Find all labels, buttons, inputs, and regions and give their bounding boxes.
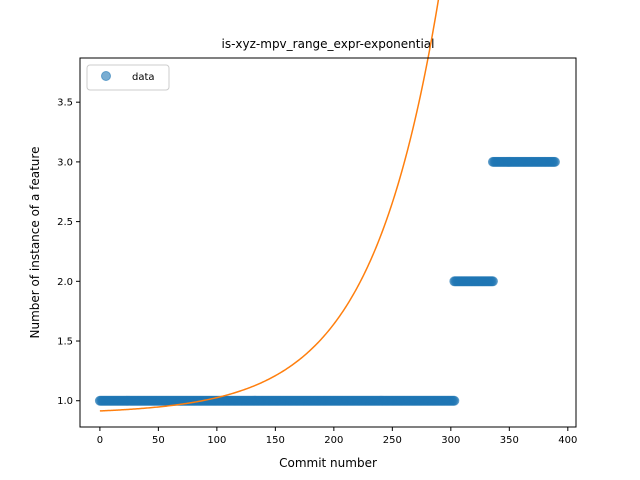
x-axis: 0 50 100 150 200 250 300 350 400	[97, 427, 577, 446]
y-tick-label: 2.5	[57, 217, 73, 228]
x-tick-label: 100	[207, 435, 226, 446]
y-tick-label: 1.0	[57, 396, 73, 407]
x-tick-label: 0	[97, 435, 103, 446]
fit-line	[99, 0, 440, 412]
x-tick-label: 350	[500, 435, 519, 446]
x-tick-label: 400	[558, 435, 577, 446]
data-point	[487, 276, 498, 287]
y-axis-title: Number of instance of a feature	[28, 147, 42, 339]
y-tick-label: 1.5	[57, 337, 73, 348]
chart-title: is-xyz-mpv_range_expr-exponential	[222, 37, 435, 51]
y-tick-label: 3.0	[57, 157, 73, 168]
legend: data	[86, 64, 170, 91]
x-tick-label: 250	[383, 435, 402, 446]
x-axis-title: Commit number	[279, 456, 377, 470]
y-tick-label: 3.5	[57, 98, 73, 109]
axes-frame	[79, 57, 577, 428]
y-tick-label: 2.0	[57, 277, 73, 288]
legend-label-data: data	[132, 72, 155, 83]
x-tick-label: 200	[324, 435, 343, 446]
y-axis: 1.0 1.5 2.0 2.5 3.0 3.5	[57, 98, 80, 407]
plot-area	[94, 0, 560, 412]
legend-data-marker	[101, 71, 111, 81]
x-tick-label: 50	[152, 435, 165, 446]
x-tick-label: 150	[266, 435, 285, 446]
data-point	[549, 156, 560, 167]
data-point	[449, 395, 460, 406]
legend-box	[86, 64, 170, 91]
x-tick-label: 300	[441, 435, 460, 446]
